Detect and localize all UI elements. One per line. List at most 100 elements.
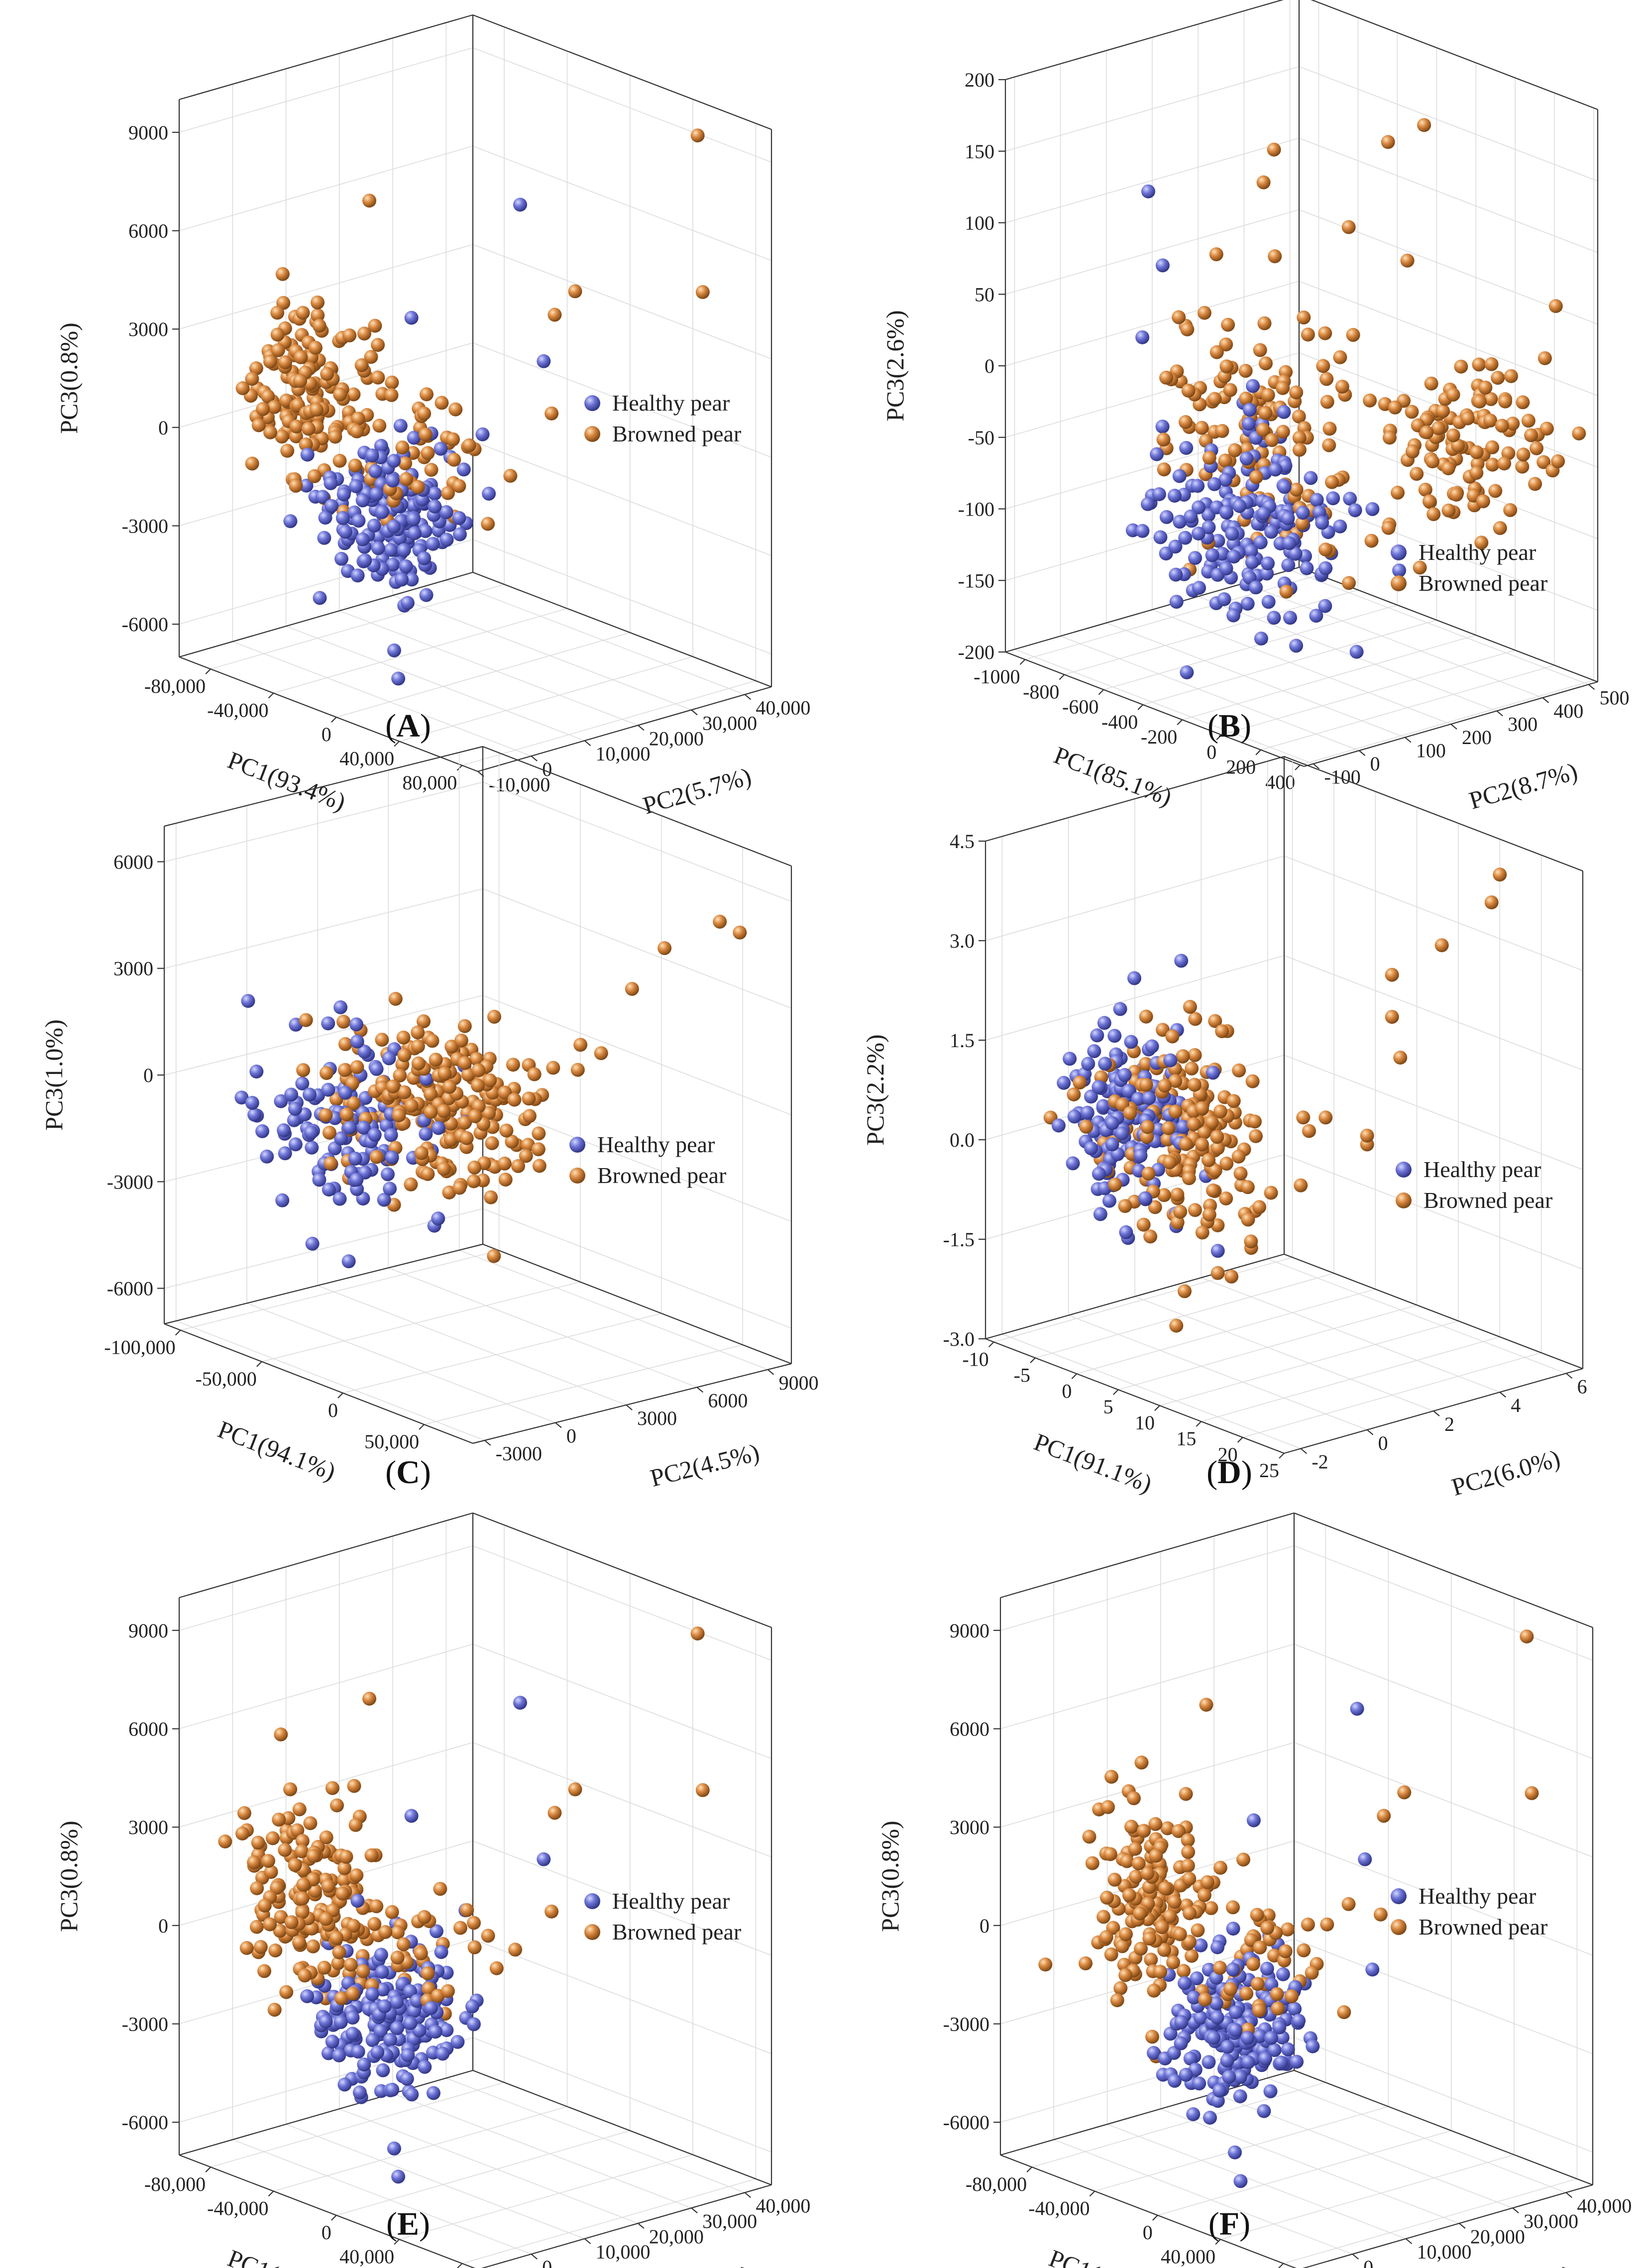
point-healthy [537,1852,551,1866]
panel-caption-a: (A) [385,708,431,744]
point-browned [351,412,365,426]
point-browned [1276,425,1290,439]
point-browned [1170,1215,1185,1230]
point-healthy [1228,2145,1242,2160]
point-browned [1200,1875,1214,1889]
point-browned [1264,1186,1278,1200]
point-browned [1405,405,1419,419]
point-browned [296,1063,311,1078]
point-browned [467,1160,482,1175]
point-browned [1320,1917,1334,1932]
point-browned [1202,1153,1216,1167]
point-healthy [1167,2046,1181,2060]
legend-marker-browned [1391,575,1407,591]
point-browned [1296,1110,1311,1125]
tick-x-a: 0 [322,723,331,746]
point-browned [386,1080,400,1094]
point-healthy [367,1128,382,1142]
point-healthy [1209,1996,1223,2011]
point-browned [275,267,290,281]
point-browned [390,1950,405,1965]
point-healthy [407,526,422,540]
point-browned [1360,1128,1374,1143]
point-browned [1294,1178,1308,1192]
tick-x-d: 0 [1062,1380,1072,1402]
point-browned [303,1816,318,1831]
axis-frame-e [178,1512,772,2268]
point-browned [1320,395,1334,409]
point-browned [421,446,435,460]
point-healthy [1219,561,1233,576]
tick-z-d: 4.5 [950,830,975,853]
point-healthy [390,1995,404,2009]
point-healthy [1233,2070,1247,2084]
tick-y-b: 500 [1600,686,1630,709]
point-browned [1204,1901,1218,1915]
point-browned [1469,445,1484,459]
point-browned [289,420,304,433]
point-healthy [377,1192,391,1207]
point-browned [357,326,371,341]
point-healthy [404,311,419,325]
point-browned [466,1174,481,1188]
point-browned [294,350,308,364]
tick-x-b: -200 [1141,726,1177,748]
tick-x-d: 25 [1259,1459,1279,1482]
point-healthy [255,1124,269,1138]
point-healthy [313,591,327,605]
point-browned [508,1943,523,1957]
point-healthy [1174,2015,1189,2030]
point-browned [420,387,434,402]
point-healthy [1097,1016,1111,1030]
point-healthy [1124,1035,1138,1049]
point-healthy [428,486,442,501]
tick-x-d: 20 [1218,1443,1238,1466]
tick-z-b: -100 [958,498,994,521]
point-browned [324,1156,338,1171]
point-browned [1322,422,1337,436]
point-browned [270,306,285,320]
z-axis-title-d: PC3(2.2%) [861,1034,889,1146]
point-browned [404,1177,418,1191]
point-browned [411,1025,425,1040]
point-browned [573,1038,588,1052]
point-browned [1381,135,1395,149]
point-healthy [385,2082,400,2097]
point-browned [273,1924,287,1938]
point-healthy [1239,451,1254,466]
point-browned [1484,357,1499,371]
point-browned [1139,1057,1153,1071]
point-browned [1219,1156,1234,1171]
point-healthy [384,543,398,557]
point-browned [279,1985,294,1999]
point-healthy [349,1173,364,1187]
point-browned [1213,1104,1227,1119]
point-browned [487,1249,501,1263]
point-browned [1446,428,1460,442]
point-browned [1148,1817,1163,1831]
tick-y-a: 20,000 [649,727,704,750]
tick-y-c: 0 [566,1425,576,1447]
point-healthy [1261,595,1276,609]
point-browned [1284,1989,1299,2004]
tick-y-a: 10,000 [596,743,651,765]
point-healthy [1240,2031,1255,2045]
point-browned [1100,1890,1114,1905]
point-browned [1325,475,1339,489]
point-browned [1318,1110,1333,1125]
point-healthy [1277,480,1292,494]
point-healthy [245,1095,259,1110]
tick-z-c: -6000 [107,1278,153,1300]
point-browned [1410,467,1424,481]
point-healthy [352,2085,367,2100]
point-healthy [1127,971,1141,985]
point-browned [364,1848,379,1862]
point-healthy [1168,2073,1182,2088]
point-browned [1173,1927,1187,1942]
point-healthy [324,499,338,513]
point-browned [1418,482,1432,497]
point-browned [1197,1888,1211,1902]
chart-a-svg: -6000 -3000 0 3000 6000 9000 -80,000-40,000 0 40… [55,14,810,820]
point-browned [321,1879,335,1893]
point-browned [531,1142,546,1157]
